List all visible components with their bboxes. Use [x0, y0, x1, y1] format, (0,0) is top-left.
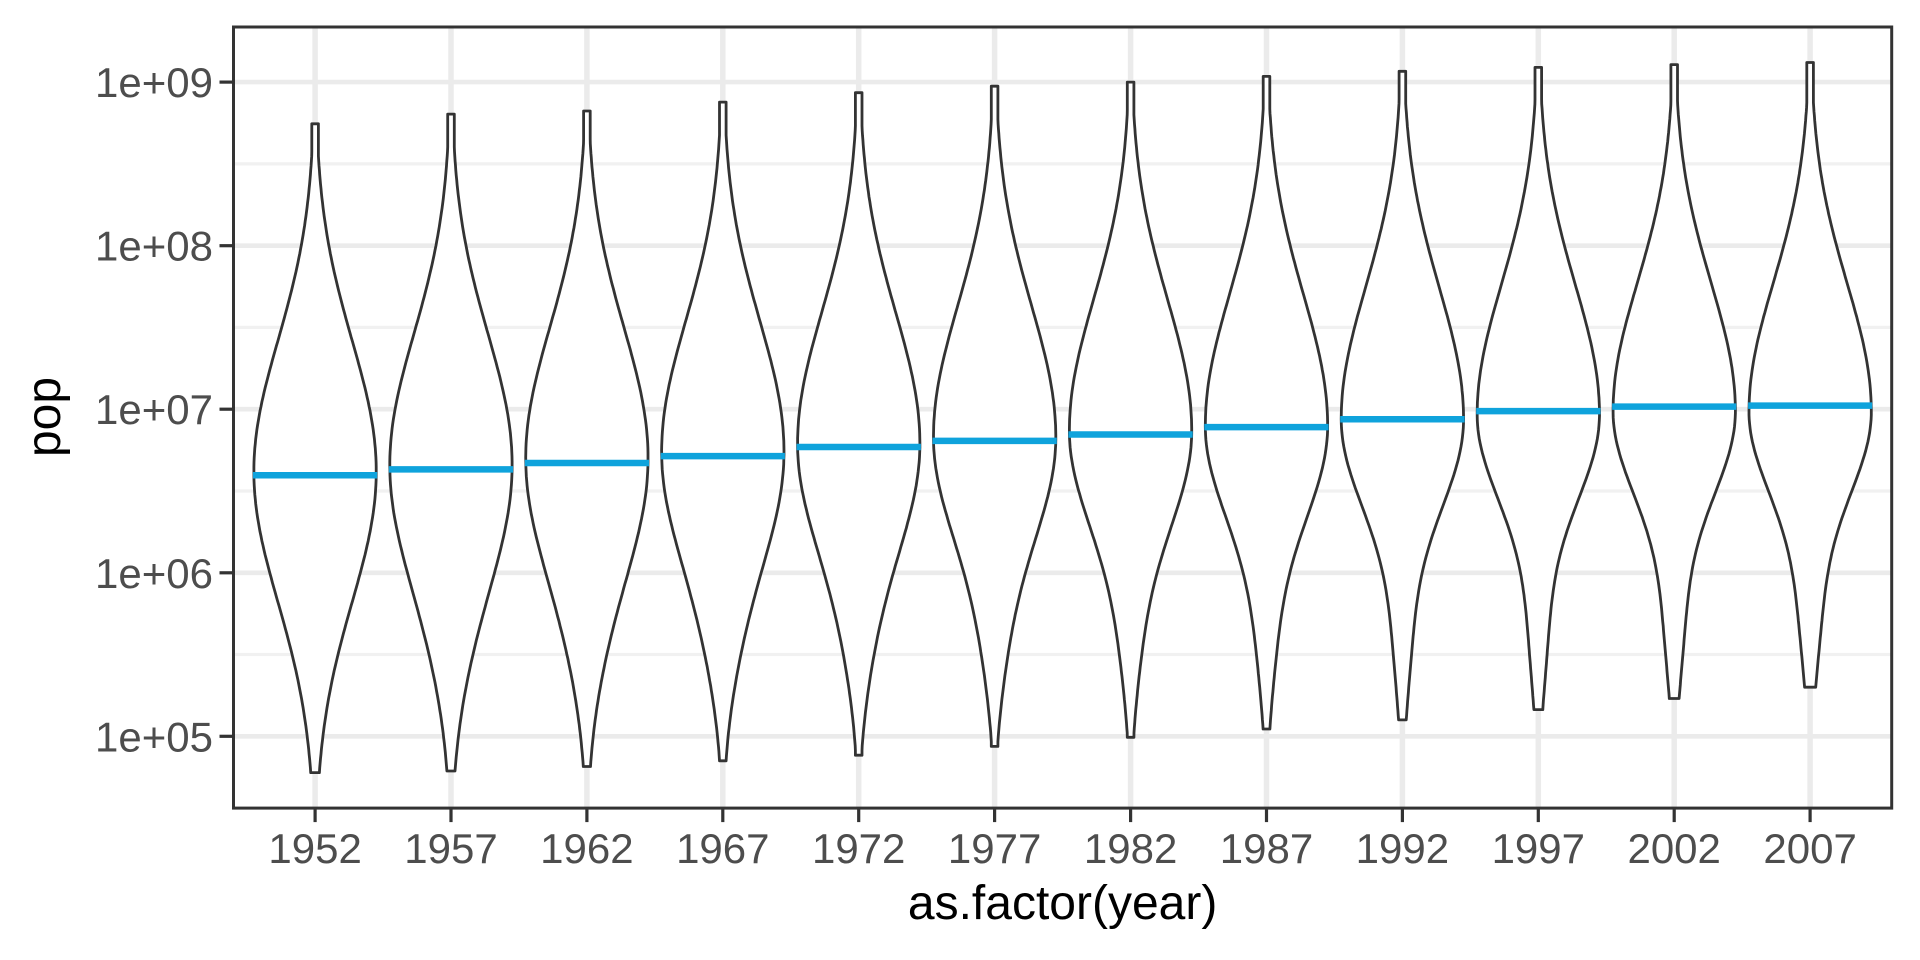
- x-tick-label-1977: 1977: [948, 825, 1041, 872]
- x-tick-label-1967: 1967: [676, 825, 769, 872]
- violin-1952: [252, 122, 378, 774]
- y-tick-label-1e+05: 1e+05: [95, 713, 213, 760]
- x-tick-label-1962: 1962: [540, 825, 633, 872]
- x-tick-label-1987: 1987: [1220, 825, 1313, 872]
- violin-1967: [660, 100, 786, 763]
- x-tick-label-1992: 1992: [1356, 825, 1449, 872]
- y-tick-label-1e+09: 1e+09: [95, 59, 213, 106]
- panel-border: [232, 25, 1894, 810]
- panel-border-rect: [232, 25, 1894, 810]
- violin-1987: [1203, 75, 1329, 731]
- y-tick-label-1e+08: 1e+08: [95, 223, 213, 270]
- violin-1957: [388, 112, 514, 773]
- x-tick-label-2007: 2007: [1763, 825, 1856, 872]
- violin-1992: [1339, 69, 1465, 722]
- y-axis-title: pop: [18, 377, 71, 457]
- x-tick-label-1952: 1952: [268, 825, 361, 872]
- axis-tick-marks: [219, 80, 1812, 823]
- x-tick-label-2002: 2002: [1627, 825, 1720, 872]
- x-tick-label-1957: 1957: [404, 825, 497, 872]
- x-axis-title: as.factor(year): [908, 877, 1217, 930]
- axis-tick-labels: 1e+05 1e+06 1e+07 1e+08 1e+09 1952 1957 1962 196…: [95, 59, 1857, 872]
- median-lines: [252, 402, 1873, 479]
- violin-1982: [1068, 80, 1194, 739]
- violin-1962: [524, 109, 650, 768]
- x-tick-label-1972: 1972: [812, 825, 905, 872]
- x-tick-label-1997: 1997: [1492, 825, 1585, 872]
- violin-1977: [932, 84, 1058, 748]
- y-tick-label-1e+07: 1e+07: [95, 386, 213, 433]
- violin-1997: [1475, 66, 1601, 711]
- violins: [252, 61, 1873, 774]
- violin-2007: [1747, 61, 1873, 689]
- violin-1972: [796, 91, 922, 757]
- y-tick-label-1e+06: 1e+06: [95, 550, 213, 597]
- x-tick-label-1982: 1982: [1084, 825, 1177, 872]
- violin-2002: [1611, 63, 1737, 700]
